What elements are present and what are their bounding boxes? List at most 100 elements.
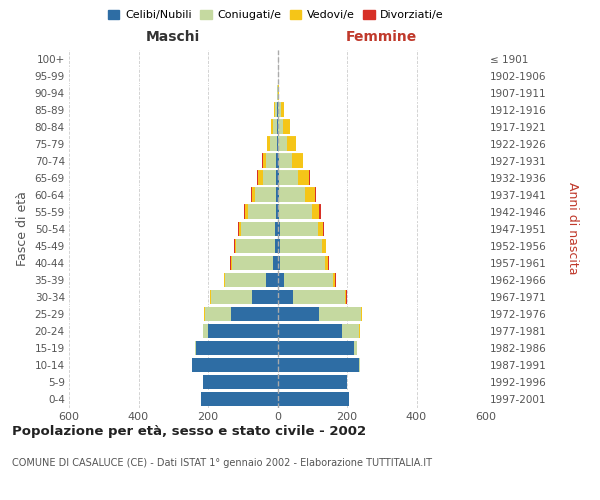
Text: Maschi: Maschi (146, 30, 200, 44)
Bar (277, 290, 293, 304)
Bar (278, 120, 283, 134)
Bar (257, 170, 259, 185)
Bar (277, 188, 279, 202)
Bar (195, 340, 196, 355)
Bar (284, 272, 333, 287)
Bar (325, 256, 328, 270)
Bar (278, 102, 281, 117)
Bar (278, 86, 279, 100)
Bar (252, 188, 255, 202)
Bar (276, 188, 277, 202)
Bar (251, 188, 252, 202)
Y-axis label: Anni di nascita: Anni di nascita (566, 182, 580, 275)
Bar (283, 120, 290, 134)
Bar (279, 188, 305, 202)
Bar (342, 324, 359, 338)
Bar (193, 358, 277, 372)
Bar (272, 120, 277, 134)
Bar (277, 392, 349, 406)
Bar (238, 222, 239, 236)
Bar (205, 306, 230, 321)
Bar (277, 324, 342, 338)
Bar (277, 154, 278, 168)
Bar (201, 392, 277, 406)
Bar (280, 238, 322, 253)
Text: COMUNE DI CASALUCE (CE) - Dati ISTAT 1° gennaio 2002 - Elaborazione TUTTITALIA.I: COMUNE DI CASALUCE (CE) - Dati ISTAT 1° … (12, 458, 432, 468)
Legend: Celibi/Nubili, Coniugati/e, Vedovi/e, Divorziati/e: Celibi/Nubili, Coniugati/e, Vedovi/e, Di… (104, 6, 448, 25)
Bar (277, 136, 278, 151)
Bar (305, 188, 314, 202)
Bar (267, 136, 270, 151)
Bar (280, 256, 325, 270)
Bar (287, 136, 296, 151)
Bar (280, 222, 318, 236)
Bar (277, 340, 354, 355)
Bar (278, 154, 292, 168)
Bar (328, 256, 329, 270)
Bar (241, 222, 275, 236)
Y-axis label: Fasce di età: Fasce di età (16, 192, 29, 266)
Bar (345, 290, 346, 304)
Bar (196, 340, 277, 355)
Bar (278, 136, 287, 151)
Bar (262, 154, 263, 168)
Bar (203, 324, 208, 338)
Bar (255, 188, 276, 202)
Bar (275, 238, 277, 253)
Bar (244, 204, 245, 219)
Bar (245, 204, 248, 219)
Bar (323, 222, 324, 236)
Bar (236, 238, 275, 253)
Bar (281, 102, 284, 117)
Bar (292, 154, 303, 168)
Bar (263, 170, 277, 185)
Bar (266, 272, 277, 287)
Bar (293, 290, 345, 304)
Bar (274, 256, 277, 270)
Bar (266, 154, 277, 168)
Bar (277, 120, 278, 134)
Bar (277, 272, 284, 287)
Bar (253, 290, 277, 304)
Text: Popolazione per età, sesso e stato civile - 2002: Popolazione per età, sesso e stato civil… (12, 425, 366, 438)
Bar (275, 222, 277, 236)
Bar (276, 204, 277, 219)
Bar (361, 306, 362, 321)
Bar (354, 340, 358, 355)
Bar (248, 204, 276, 219)
Bar (277, 204, 279, 219)
Bar (333, 272, 335, 287)
Bar (275, 102, 277, 117)
Bar (277, 86, 278, 100)
Bar (309, 170, 310, 185)
Bar (277, 256, 280, 270)
Bar (314, 188, 316, 202)
Bar (277, 238, 280, 253)
Bar (235, 238, 236, 253)
Bar (224, 272, 266, 287)
Bar (230, 256, 232, 270)
Bar (278, 170, 298, 185)
Bar (298, 170, 309, 185)
Bar (230, 306, 277, 321)
Bar (322, 238, 326, 253)
Bar (359, 358, 360, 372)
Bar (319, 204, 320, 219)
Bar (319, 306, 361, 321)
Bar (277, 374, 347, 389)
Bar (211, 290, 253, 304)
Bar (277, 358, 359, 372)
Bar (277, 170, 278, 185)
Bar (263, 154, 266, 168)
Bar (279, 204, 312, 219)
Text: Femmine: Femmine (346, 30, 418, 44)
Bar (208, 324, 277, 338)
Bar (274, 102, 275, 117)
Bar (270, 136, 277, 151)
Bar (271, 120, 272, 134)
Bar (203, 374, 277, 389)
Bar (277, 306, 319, 321)
Bar (259, 170, 263, 185)
Bar (312, 204, 319, 219)
Bar (277, 222, 280, 236)
